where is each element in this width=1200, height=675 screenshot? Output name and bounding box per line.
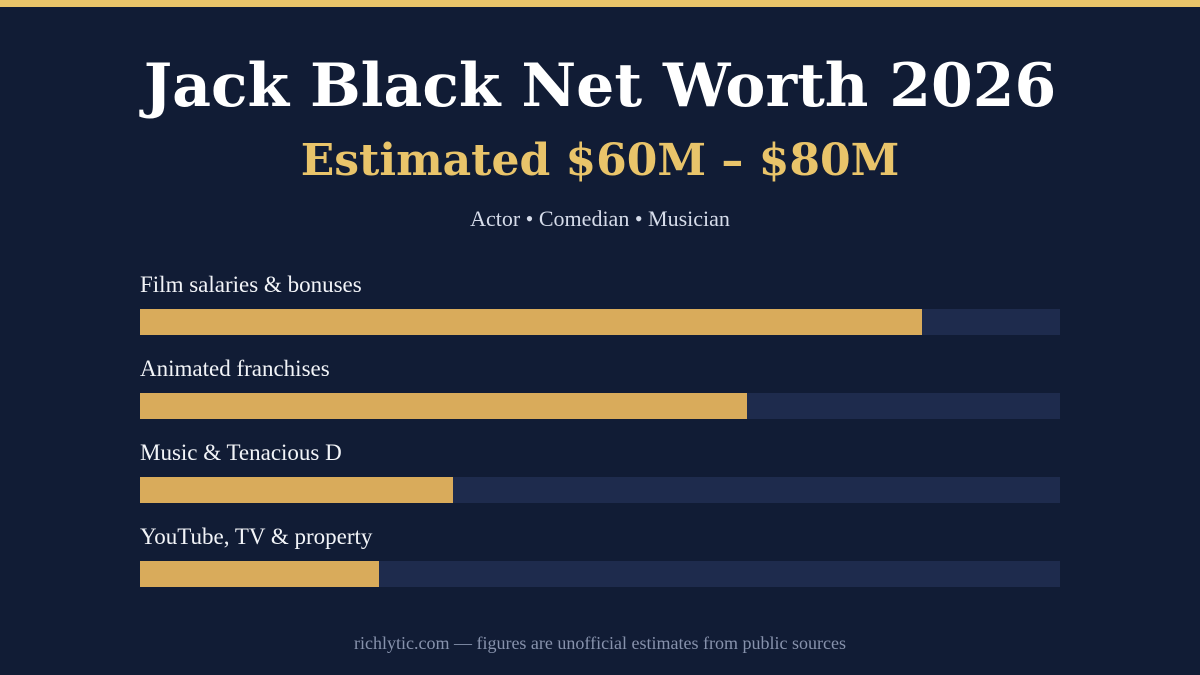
source-disclaimer: richlytic.com — figures are unofficial e… xyxy=(353,633,846,653)
bar-track-film xyxy=(140,309,1060,335)
bar-fill-film xyxy=(140,309,922,335)
bar-row-animated: Animated franchises xyxy=(140,352,1060,436)
bar-label-film: Film salaries & bonuses xyxy=(140,272,362,297)
bar-row-film: Film salaries & bonuses xyxy=(140,268,1060,352)
bar-fill-youtube-tv xyxy=(140,561,379,587)
bar-label-youtube-tv: YouTube, TV & property xyxy=(140,524,373,549)
bar-row-music: Music & Tenacious D xyxy=(140,436,1060,520)
income-breakdown-chart: Film salaries & bonuses Animated franchi… xyxy=(140,268,1060,604)
bar-fill-animated xyxy=(140,393,747,419)
top-accent-bar xyxy=(0,0,1200,7)
profession-tagline: Actor • Comedian • Musician xyxy=(470,206,730,231)
bar-track-animated xyxy=(140,393,1060,419)
bar-label-animated: Animated franchises xyxy=(140,356,330,381)
bar-track-youtube-tv xyxy=(140,561,1060,587)
net-worth-estimate: Estimated $60M – $80M xyxy=(300,135,900,186)
bar-row-youtube-tv: YouTube, TV & property xyxy=(140,520,1060,604)
bar-track-music xyxy=(140,477,1060,503)
page-title: Jack Black Net Worth 2026 xyxy=(143,51,1057,121)
bar-fill-music xyxy=(140,477,453,503)
bar-label-music: Music & Tenacious D xyxy=(140,440,342,465)
